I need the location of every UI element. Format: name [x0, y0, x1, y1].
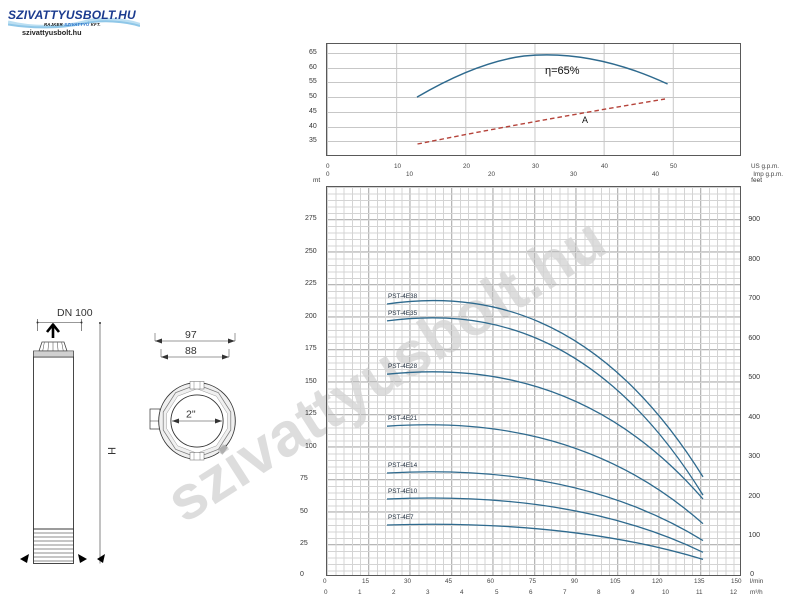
svg-text:H: H [105, 447, 117, 455]
svg-text:η=65%: η=65% [545, 65, 580, 77]
svg-text:97: 97 [185, 329, 197, 341]
svg-text:PST-4E35: PST-4E35 [388, 310, 418, 317]
svg-text:88: 88 [185, 345, 197, 357]
svg-text:A: A [582, 115, 588, 125]
svg-text:DN 100: DN 100 [57, 307, 93, 319]
svg-text:PST-4E38: PST-4E38 [388, 293, 418, 300]
svg-text:PST-4E10: PST-4E10 [388, 488, 418, 495]
svg-text:PST-4E14: PST-4E14 [388, 462, 418, 469]
svg-text:2": 2" [186, 409, 196, 421]
svg-text:PST-4E28: PST-4E28 [388, 363, 418, 370]
svg-text:PST-4E7: PST-4E7 [388, 514, 414, 521]
svg-text:PST-4E21: PST-4E21 [388, 415, 418, 422]
